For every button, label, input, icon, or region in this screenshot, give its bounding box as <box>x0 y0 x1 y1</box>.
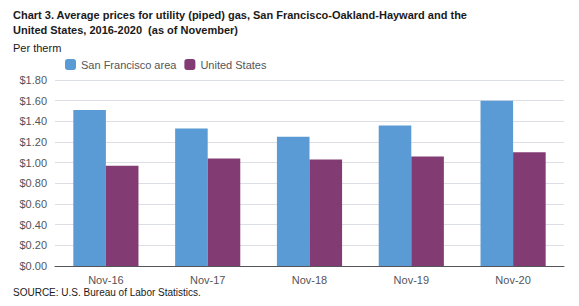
svg-text:SOURCE: U.S. Bureau of Labor S: SOURCE: U.S. Bureau of Labor Statistics. <box>13 287 201 298</box>
svg-text:Nov-17: Nov-17 <box>190 274 225 286</box>
svg-text:Per therm: Per therm <box>13 42 61 54</box>
svg-text:$0.80: $0.80 <box>19 177 47 189</box>
svg-text:$0.20: $0.20 <box>19 239 47 251</box>
svg-text:$0.00: $0.00 <box>19 260 47 272</box>
svg-text:Nov-19: Nov-19 <box>394 274 429 286</box>
svg-text:United States: United States <box>200 59 267 71</box>
svg-text:Nov-18: Nov-18 <box>292 274 327 286</box>
svg-text:Nov-20: Nov-20 <box>495 274 530 286</box>
svg-text:$1.40: $1.40 <box>19 115 47 127</box>
svg-text:$1.80: $1.80 <box>19 74 47 86</box>
svg-text:$0.60: $0.60 <box>19 198 47 210</box>
svg-text:Nov-16: Nov-16 <box>88 274 123 286</box>
svg-text:Chart 3. Average prices for ut: Chart 3. Average prices for utility (pip… <box>13 9 467 21</box>
svg-text:$1.20: $1.20 <box>19 136 47 148</box>
svg-text:United States, 2016-2020 (as: United States, 2016-2020 (as of November… <box>13 24 238 36</box>
svg-text:$0.40: $0.40 <box>19 219 47 231</box>
svg-text:San Francisco area: San Francisco area <box>81 59 177 71</box>
svg-text:$1.60: $1.60 <box>19 95 47 107</box>
svg-text:$1.00: $1.00 <box>19 157 47 169</box>
